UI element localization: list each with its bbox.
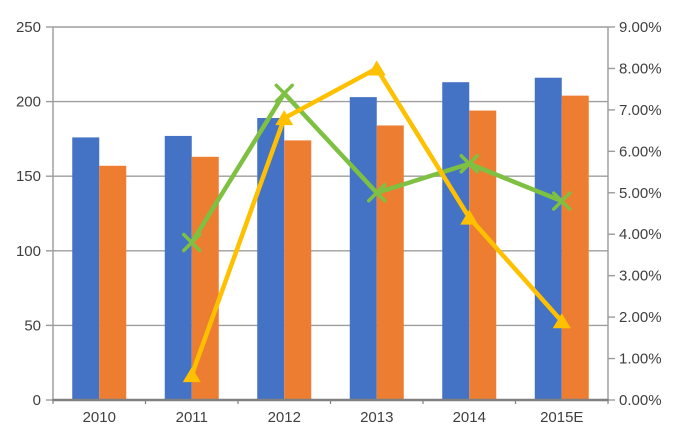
x-marker: [182, 232, 202, 253]
left-axis-label: 150: [16, 168, 41, 185]
category-label: 2014: [453, 409, 486, 426]
right-axis-label: 0.00%: [619, 392, 662, 409]
triangle-marker: [367, 60, 386, 76]
left-axis-label: 50: [24, 317, 41, 334]
triangle-marker: [552, 313, 571, 329]
gridlines: [53, 26, 608, 327]
category-label: 2013: [360, 409, 393, 426]
bar: [561, 95, 589, 400]
bar: [349, 97, 377, 401]
right-axis-label: 8.00%: [619, 60, 662, 77]
category-label: 2011: [176, 409, 208, 426]
triangle-marker: [460, 209, 479, 225]
left-axis-label: 0: [33, 392, 41, 409]
right-axis-label: 6.00%: [619, 143, 662, 160]
bar: [99, 165, 127, 400]
right-axis-label: 2.00%: [619, 309, 662, 326]
triangle-marker: [182, 367, 201, 383]
category-label: 2015E: [540, 409, 583, 426]
line-series-gold-line: [182, 60, 571, 383]
category-label: 2010: [83, 409, 116, 426]
left-axis-label: 250: [16, 19, 41, 36]
category-label: 2012: [268, 409, 301, 426]
bar: [534, 77, 562, 400]
x-marker: [367, 183, 387, 203]
right-axis-label: 7.00%: [619, 102, 662, 119]
right-axis-label: 4.00%: [619, 226, 662, 243]
bar-series-blue-bars: [72, 77, 562, 401]
x-marker: [459, 154, 479, 174]
triangle-marker: [275, 110, 294, 126]
x-marker: [274, 83, 294, 104]
bar: [442, 82, 470, 400]
left-axis-label: 200: [16, 94, 41, 111]
right-axis-label: 1.00%: [619, 351, 662, 368]
bar: [376, 125, 404, 401]
left-axis-label: 100: [16, 243, 41, 260]
x-marker: [552, 191, 572, 211]
bar: [164, 135, 192, 400]
right-axis-label: 3.00%: [619, 268, 662, 285]
bar: [469, 110, 497, 400]
right-axis-label: 9.00%: [619, 19, 662, 36]
bar-series-orange-bars: [99, 95, 589, 401]
right-axis-label: 5.00%: [619, 185, 662, 202]
bar: [72, 137, 100, 400]
axis-labels: 0 50 100 150 200 250 0.00% 1.00% 2.00% 3.00% 4.00%…: [16, 19, 662, 426]
line-series-green-line: [182, 83, 572, 253]
axis-ticks: [46, 26, 615, 404]
bar: [284, 140, 312, 400]
bar: [257, 118, 285, 401]
